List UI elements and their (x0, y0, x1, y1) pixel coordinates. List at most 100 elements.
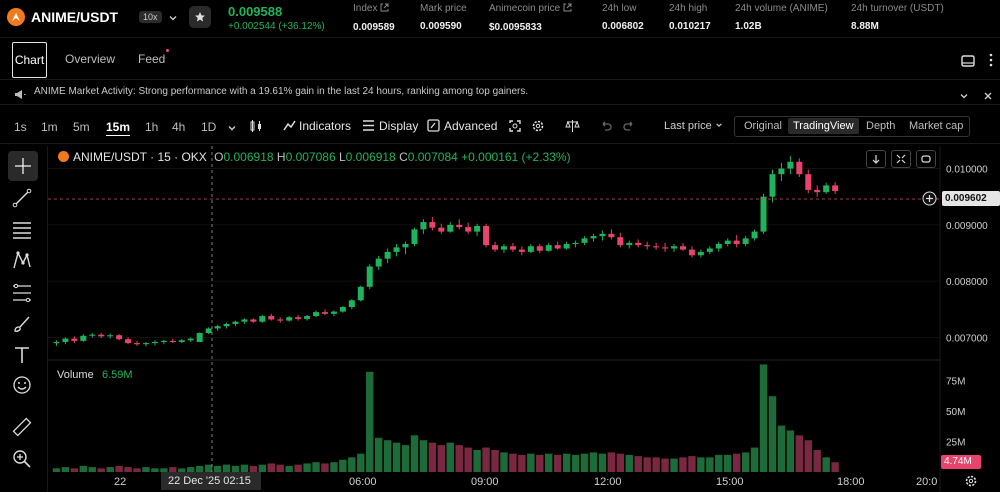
chevron-down-icon[interactable] (959, 88, 969, 106)
volume-bar (437, 445, 446, 472)
candle-body (169, 340, 176, 342)
volume-bar (786, 430, 795, 472)
horizontal-lines-icon[interactable] (11, 219, 33, 246)
pattern-tool-icon[interactable] (11, 249, 33, 276)
candle-body (769, 174, 776, 197)
time-tick-label: 09:00 (471, 476, 499, 488)
candle-body (366, 266, 373, 287)
drawing-toolbar (0, 146, 48, 492)
candle-body (447, 224, 454, 232)
compare-scale-icon[interactable] (565, 119, 580, 138)
last-price: 0.009588 (228, 4, 283, 19)
view-tradingview[interactable]: TradingView (788, 118, 859, 134)
stat-animecoin-price[interactable]: Animecoin price $0.0095833 (489, 3, 572, 33)
chart-toolbar: 1s 1m 5m 15m 1h 4h 1D Indicators Display… (0, 106, 1000, 144)
candle-body (778, 168, 785, 175)
candle-body (339, 307, 346, 312)
fib-retracement-icon[interactable] (11, 282, 33, 309)
volume-bar (195, 465, 204, 472)
undo-icon[interactable] (600, 119, 612, 137)
timeframe-1h[interactable]: 1h (145, 120, 159, 134)
stat-label: 24h high (669, 3, 708, 14)
timeframe-1s[interactable]: 1s (14, 120, 27, 134)
volume-bar (419, 440, 428, 472)
price-type-select[interactable]: Last price (664, 120, 723, 132)
ruler-icon[interactable] (11, 416, 33, 443)
price-chart[interactable]: 0.010000 0.009000 0.008000 0.007000 75M 50M 25… (48, 146, 1000, 492)
legend-c-label: C (399, 150, 408, 164)
chart-settings-gear-icon[interactable] (964, 474, 978, 492)
timeframe-1d[interactable]: 1D (201, 120, 217, 134)
more-vertical-icon[interactable] (989, 53, 993, 72)
candle-body (330, 311, 337, 314)
tab-overview[interactable]: Overview (65, 52, 116, 66)
stat-index[interactable]: Index 0.009589 (353, 3, 395, 33)
indicators-button[interactable]: Indicators (299, 119, 352, 133)
snapshot-icon[interactable] (508, 119, 522, 138)
candle-body (536, 246, 543, 251)
candle-body (241, 319, 248, 322)
timeframe-5m[interactable]: 5m (73, 120, 90, 134)
favorite-button[interactable] (189, 6, 211, 28)
candle-body (671, 246, 678, 249)
pair-name[interactable]: ANIME/USDT (31, 9, 119, 25)
candle-body (626, 242, 633, 246)
candlestick-type-icon[interactable] (249, 119, 263, 138)
chevron-down-icon[interactable] (227, 120, 237, 138)
advanced-button[interactable]: Advanced (444, 119, 498, 133)
zoom-in-icon[interactable] (11, 448, 33, 475)
external-link-icon (380, 3, 389, 15)
refresh-button[interactable] (916, 150, 936, 168)
redo-icon[interactable] (623, 119, 635, 137)
add-alert-icon[interactable] (922, 191, 937, 211)
notification-dot (166, 49, 169, 52)
candle-body (384, 251, 391, 259)
tab-chart[interactable]: Chart (12, 42, 47, 78)
settings-gear-icon[interactable] (531, 119, 545, 138)
stat-label: Mark price (420, 3, 467, 14)
volume-tick-label: 75M (946, 376, 965, 387)
ticker-header: ANIME/USDT 10x 0.009588 +0.002544 (+36.1… (0, 0, 1000, 38)
timeframe-1m[interactable]: 1m (41, 120, 58, 134)
volume-bar (276, 464, 284, 472)
legend-symbol[interactable]: ANIME/USDT · 15 · OKX (73, 150, 207, 164)
stat-label: Index (353, 3, 378, 14)
emoji-icon[interactable] (11, 374, 33, 401)
volume-tick-label: 25M (946, 437, 965, 448)
candle-body (796, 161, 803, 175)
close-icon[interactable] (983, 88, 993, 106)
timeframe-15m[interactable]: 15m (106, 120, 131, 136)
volume-bar (258, 464, 267, 472)
scroll-down-button[interactable] (866, 150, 886, 168)
brush-icon[interactable] (11, 313, 33, 340)
volume-bar (634, 456, 642, 472)
volume-bar (88, 467, 96, 472)
text-tool-icon[interactable] (11, 344, 33, 371)
candle-body (286, 317, 293, 321)
announcement-text[interactable]: ANIME Market Activity: Strong performanc… (34, 86, 529, 97)
candle-body (805, 174, 812, 190)
view-depth[interactable]: Depth (866, 120, 896, 132)
view-market-cap[interactable]: Market cap (909, 120, 964, 132)
window-icon[interactable] (961, 54, 975, 72)
candle-body (71, 338, 78, 341)
candle-body (733, 240, 740, 244)
volume-bar (357, 453, 365, 472)
chevron-down-icon[interactable] (168, 10, 178, 28)
volume-bar (392, 442, 401, 472)
volume-bar (509, 453, 517, 472)
candle-body (402, 243, 409, 248)
current-volume-tag: 4.74M (941, 455, 981, 469)
candle-body (304, 316, 311, 319)
timeframe-4h[interactable]: 4h (172, 120, 186, 134)
volume-bar (70, 468, 79, 472)
volume-bar (482, 447, 490, 472)
candle-body (483, 225, 490, 246)
view-original[interactable]: Original (744, 120, 782, 132)
advanced-icon (427, 119, 440, 137)
collapse-button[interactable] (891, 150, 911, 168)
tab-feed[interactable]: Feed (138, 52, 166, 66)
candle-body (89, 334, 96, 336)
display-button[interactable]: Display (379, 119, 419, 133)
trend-line-icon[interactable] (11, 187, 33, 214)
